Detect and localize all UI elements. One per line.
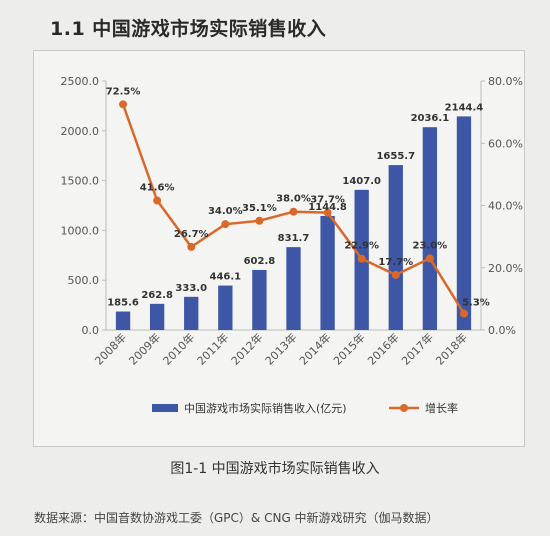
y-right-tick-label: 60.0% xyxy=(488,137,523,150)
y-left-tick-label: 1000.0 xyxy=(61,224,100,237)
legend-bar-swatch xyxy=(152,404,178,412)
x-tick-label: 2016年 xyxy=(364,330,401,367)
legend-line-marker xyxy=(400,404,408,412)
bar xyxy=(252,269,267,330)
bar-value-label: 2144.4 xyxy=(445,102,484,113)
x-tick-label: 2009年 xyxy=(126,330,163,367)
bar-value-label: 1144.8 xyxy=(308,202,347,213)
y-right-tick-label: 0.0% xyxy=(488,324,516,337)
bar-value-label: 262.8 xyxy=(141,290,173,301)
growth-point xyxy=(357,254,366,263)
legend-line-label: 增长率 xyxy=(425,401,458,415)
bar xyxy=(320,215,335,330)
bar-value-label: 2036.1 xyxy=(411,113,450,124)
growth-value-label: 41.6% xyxy=(140,183,175,194)
bar xyxy=(388,165,403,330)
growth-point xyxy=(119,100,128,109)
growth-value-label: 17.7% xyxy=(378,257,413,268)
y-right-tick-label: 80.0% xyxy=(488,75,523,88)
y-left-tick-label: 0.0 xyxy=(82,324,100,337)
bar-value-label: 333.0 xyxy=(175,283,207,294)
bar xyxy=(184,296,199,330)
y-left-tick-label: 2500.0 xyxy=(61,75,100,88)
bar-value-label: 1655.7 xyxy=(376,151,415,162)
x-tick-label: 2018年 xyxy=(433,330,470,367)
figure-caption: 图1-1 中国游戏市场实际销售收入 xyxy=(170,461,380,477)
bar xyxy=(456,116,472,331)
growth-value-label: 37.7% xyxy=(310,195,345,206)
bar xyxy=(286,247,301,330)
x-tick-label: 2012年 xyxy=(228,330,265,367)
chart-frame: 0.0 500.0 1000.0 1500.0 2000.0 2500.0 0.0% 20.0… xyxy=(33,50,525,447)
y-left-tick-label: 500.0 xyxy=(68,274,100,287)
x-tick-label: 2011年 xyxy=(194,330,231,367)
bar xyxy=(149,303,165,330)
bar-value-label: 446.1 xyxy=(209,272,241,283)
growth-value-label: 72.5% xyxy=(106,86,141,97)
growth-value-label: 34.0% xyxy=(208,206,243,217)
y-right-tick-label: 20.0% xyxy=(488,262,523,275)
x-tick-label: 2013年 xyxy=(262,330,299,367)
bar xyxy=(218,285,233,330)
bar-value-label: 1407.0 xyxy=(342,176,381,187)
legend-bar-label: 中国游戏市场实际销售收入(亿元) xyxy=(184,401,347,415)
growth-point xyxy=(255,216,264,225)
growth-point xyxy=(391,270,400,279)
growth-value-label: 26.7% xyxy=(174,229,209,240)
y-right-tick-label: 40.0% xyxy=(488,200,523,213)
y-left-tick-label: 1500.0 xyxy=(61,175,100,188)
growth-point xyxy=(187,242,196,251)
growth-point xyxy=(425,254,434,263)
bar-value-label: 602.8 xyxy=(244,256,276,267)
growth-value-label: 38.0% xyxy=(276,194,311,205)
growth-point xyxy=(289,207,298,216)
x-tick-label: 2015年 xyxy=(330,330,367,367)
growth-point xyxy=(221,220,230,229)
x-tick-label: 2010年 xyxy=(160,330,197,367)
growth-value-label: 22.9% xyxy=(344,241,379,252)
bar-value-label: 185.6 xyxy=(107,298,139,309)
growth-point xyxy=(323,208,332,217)
chart: 0.0 500.0 1000.0 1500.0 2000.0 2500.0 0.0% 20.0… xyxy=(61,75,523,415)
bar xyxy=(422,127,438,330)
section-heading: 1.1 中国游戏市场实际销售收入 xyxy=(50,18,327,40)
growth-point xyxy=(459,309,468,318)
data-source: 数据来源：中国音数协游戏工委（GPC）& CNG 中新游戏研究（伽马数据） xyxy=(34,511,439,525)
y-left-tick-label: 2000.0 xyxy=(61,125,100,138)
x-tick-label: 2017年 xyxy=(399,330,436,367)
x-tick-label: 2014年 xyxy=(296,330,333,367)
growth-value-label: 23.0% xyxy=(413,240,448,251)
growth-value-label: 5.3% xyxy=(462,298,490,309)
bar xyxy=(115,311,131,330)
bar-value-label: 831.7 xyxy=(278,233,310,244)
growth-point xyxy=(153,196,162,205)
growth-value-label: 35.1% xyxy=(242,203,277,214)
